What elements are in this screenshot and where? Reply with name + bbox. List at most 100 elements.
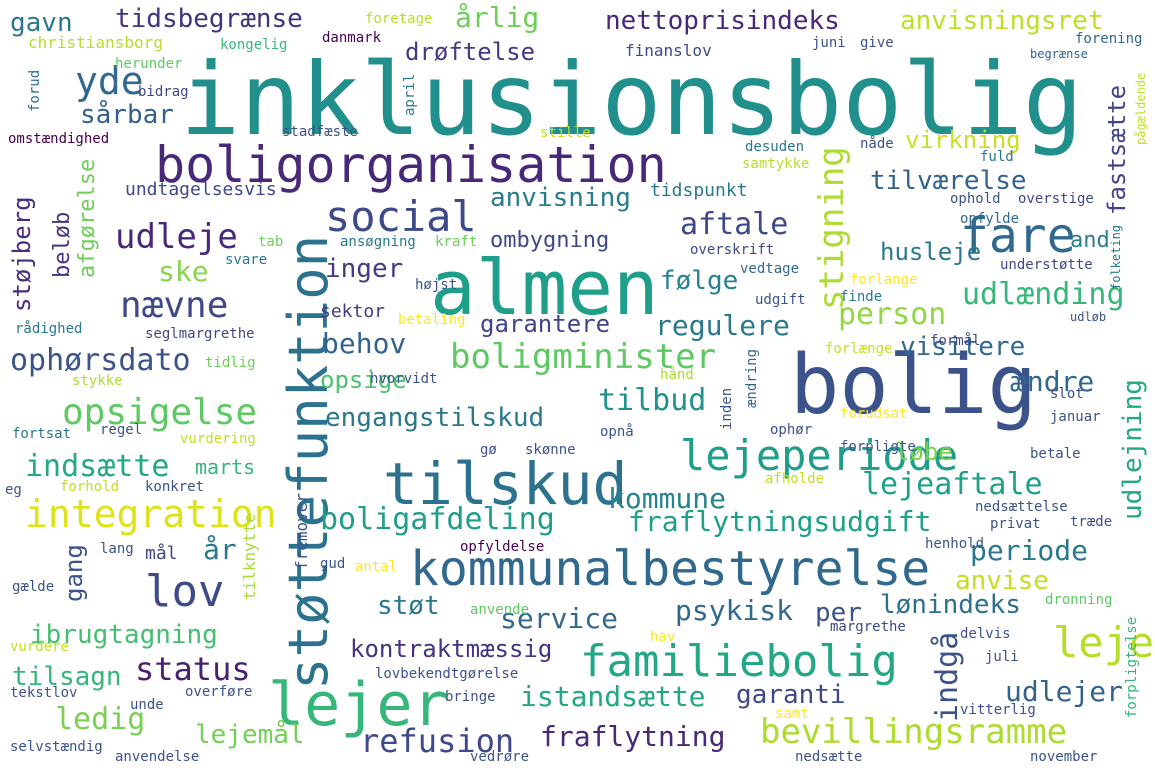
word-sarbar: sårbar [80, 100, 174, 130]
word-fraflytningsudgift: fraflytningsudgift [628, 505, 932, 538]
word-vurdere: vurdere [10, 639, 70, 655]
word-inger: inger [325, 254, 404, 284]
word-lejer: lejer [268, 670, 449, 740]
word-samt: samt [775, 706, 809, 722]
word-forpligtelse: forpligtelse [1124, 616, 1140, 718]
word-indga: indgå [930, 631, 965, 722]
word-bevillingsramme: bevillingsramme [760, 712, 1068, 752]
word-stille: stille [540, 125, 591, 141]
word-lobe: løbe [895, 438, 953, 466]
word-sektor: sektor [320, 301, 386, 322]
word-kraft: kraft [435, 234, 478, 250]
word-integration: integration [25, 492, 277, 536]
word-overskrift: overskrift [690, 242, 775, 258]
word-vedrore: vedrøre [470, 749, 530, 765]
word-aendre: ændre [1010, 365, 1095, 398]
word-svare: svare [225, 252, 268, 268]
word-vurdering: vurdering [180, 431, 256, 447]
word-udlaending: udlænding [962, 277, 1125, 312]
word-arlig: årlig [455, 1, 540, 34]
word-slot: slot [1050, 386, 1084, 402]
word-regulere: regulere [655, 309, 790, 342]
word-stojberg: støjberg [8, 196, 36, 312]
word-hand: hånd [660, 367, 694, 383]
word-mal: mål [145, 543, 178, 564]
word-radighed: rådighed [15, 321, 83, 337]
word-udleje: udleje [115, 217, 238, 257]
word-samtykke: samtykke [742, 156, 810, 172]
word-ske: ske [158, 255, 209, 288]
word-hav: hav [650, 629, 676, 645]
word-lejeperiode: lejeperiode [680, 431, 959, 480]
word-vitterlig: vitterlig [960, 702, 1036, 718]
word-udlob: udløb [1070, 310, 1107, 324]
word-gaelde: gælde [12, 579, 55, 595]
word-stykke: stykke [72, 373, 123, 389]
word-stigning: stigning [812, 146, 852, 310]
word-ombygning: ombygning [490, 228, 610, 253]
word-eg: eg [5, 482, 22, 498]
word-betale: betale [1030, 446, 1081, 462]
word-ar: år [203, 533, 237, 566]
word-garanti: garanti [736, 680, 846, 710]
word-bidrag: bidrag [138, 84, 189, 100]
word-aendring: ændring [744, 348, 760, 408]
word-privat: privat [990, 516, 1041, 532]
word-forudsat: forudsat [840, 406, 908, 422]
word-forlange: forlange [850, 272, 918, 288]
word-forpligte: forpligte [840, 439, 916, 455]
word-opsige: opsige [320, 366, 407, 394]
word-folge: følge [660, 266, 739, 296]
word-inden: inden [719, 387, 735, 430]
word-folketing: folketing [1109, 224, 1123, 290]
word-formal: formål [930, 333, 981, 349]
word-stadfaeste: stadfæste [282, 124, 358, 140]
word-betaling: betaling [398, 312, 466, 328]
word-overstige: overstige [1018, 191, 1094, 207]
word-opna: opnå [600, 424, 634, 440]
word-forud: forud [27, 69, 43, 112]
word-istandsaette: istandsætte [520, 680, 706, 713]
word-pagaeldende: pågældende [1134, 72, 1148, 145]
word-gavn: gavn [10, 8, 73, 38]
word-januar: januar [1050, 409, 1101, 425]
word-november: november [1030, 749, 1098, 765]
word-undtagelsesvis: undtagelsesvis [125, 179, 277, 200]
word-kommune: kommune [608, 482, 727, 515]
word-tilsagn: tilsagn [12, 662, 122, 692]
word-bringe: bringe [445, 689, 496, 705]
word-omstaendighed: omstændighed [8, 131, 110, 147]
word-anvise: anvise [955, 566, 1049, 596]
word-april: april [402, 73, 418, 116]
word-understotte: understøtte [1000, 257, 1093, 273]
word-lang: lang [100, 541, 134, 557]
word-delvis: delvis [960, 626, 1011, 642]
word-lovbekendtgorelse: lovbekendtgørelse [375, 666, 519, 682]
word-ophor: ophør [770, 422, 813, 438]
word-anvende: anvende [470, 602, 530, 618]
word-periode: periode [970, 534, 1089, 567]
word-marts: marts [195, 455, 256, 479]
word-vedtage: vedtage [740, 261, 800, 277]
word-status: status [135, 650, 251, 688]
word-aftale: aftale [680, 207, 789, 242]
word-christiansborg: christiansborg [28, 33, 163, 52]
word-forhold: forhold [60, 479, 120, 495]
word-fraflytning: fraflytning [540, 720, 726, 753]
word-opfylde: opfylde [960, 211, 1020, 227]
word-tilbud: tilbud [598, 383, 707, 418]
word-tekstlov: tekstlov [10, 685, 78, 701]
word-ophold: ophold [950, 191, 1001, 207]
word-afholde: afholde [765, 471, 825, 487]
word-boligminister: boligminister [450, 337, 717, 377]
word-fare: fare [960, 208, 1076, 264]
word-margrethe: margrethe [830, 619, 906, 635]
word-herunder: herunder [115, 56, 183, 72]
word-tidlig: tidlig [205, 355, 256, 371]
word-nade: nåde [860, 136, 894, 152]
word-finde: finde [840, 289, 883, 305]
word-boligorganisation: boligorganisation [155, 136, 667, 194]
word-anvendelse: anvendelse [115, 749, 200, 765]
word-fastsaette: fastsætte [1103, 84, 1131, 215]
word-boligafdeling: boligafdeling [320, 502, 555, 537]
